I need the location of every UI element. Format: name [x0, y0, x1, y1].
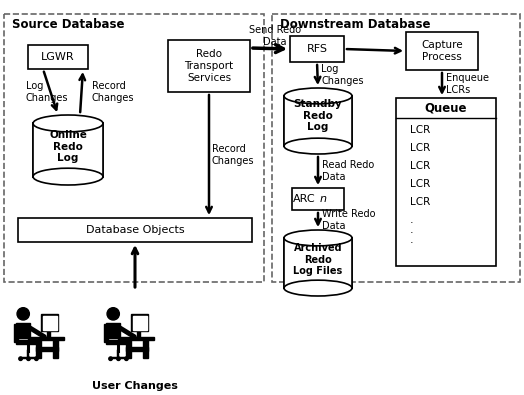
- Circle shape: [117, 357, 120, 361]
- Bar: [284, 96, 352, 146]
- Bar: [33, 123, 103, 177]
- Polygon shape: [16, 340, 39, 344]
- Polygon shape: [106, 323, 120, 339]
- Text: Capture
Process: Capture Process: [421, 40, 463, 62]
- Bar: [290, 36, 344, 62]
- Ellipse shape: [284, 280, 352, 296]
- Text: Online
Redo
Log: Online Redo Log: [49, 130, 87, 163]
- Polygon shape: [137, 330, 140, 337]
- Circle shape: [19, 357, 23, 361]
- Circle shape: [125, 357, 128, 361]
- Bar: [33, 123, 103, 177]
- Text: Send Redo
Data: Send Redo Data: [249, 25, 301, 47]
- Text: Record
Changes: Record Changes: [212, 144, 255, 166]
- Polygon shape: [47, 330, 50, 337]
- Text: Queue: Queue: [425, 102, 467, 115]
- Text: ARC: ARC: [293, 194, 316, 204]
- Circle shape: [27, 357, 30, 361]
- Polygon shape: [36, 340, 41, 358]
- Bar: [292, 188, 344, 210]
- Bar: [272, 14, 520, 282]
- Polygon shape: [36, 347, 58, 351]
- Text: Downstream Database: Downstream Database: [280, 17, 431, 30]
- Text: Archived
Redo
Log Files: Archived Redo Log Files: [293, 243, 343, 276]
- Polygon shape: [118, 337, 154, 340]
- Text: LGWR: LGWR: [41, 52, 75, 62]
- Text: Enqueue
LCRs: Enqueue LCRs: [446, 73, 489, 95]
- Text: LCR: LCR: [410, 125, 430, 135]
- Circle shape: [107, 308, 119, 320]
- Text: .: .: [410, 225, 413, 235]
- Bar: [284, 238, 352, 288]
- Text: LCR: LCR: [410, 161, 430, 171]
- Polygon shape: [53, 340, 58, 358]
- Polygon shape: [131, 314, 148, 331]
- Text: LCR: LCR: [410, 197, 430, 207]
- Text: Database Objects: Database Objects: [86, 225, 184, 235]
- Polygon shape: [133, 316, 147, 330]
- Text: .: .: [410, 235, 413, 245]
- Text: Log
Changes: Log Changes: [321, 64, 364, 86]
- Text: .: .: [410, 215, 413, 225]
- Ellipse shape: [284, 138, 352, 154]
- Bar: [18, 218, 252, 242]
- Text: Source Database: Source Database: [12, 17, 125, 30]
- Polygon shape: [126, 347, 148, 351]
- Text: Redo
Transport
Services: Redo Transport Services: [184, 49, 234, 83]
- Polygon shape: [126, 340, 131, 358]
- Ellipse shape: [33, 168, 103, 185]
- Text: Write Redo
Data: Write Redo Data: [322, 209, 376, 231]
- Polygon shape: [28, 337, 64, 340]
- Text: LCR: LCR: [410, 143, 430, 153]
- Bar: [168, 40, 250, 92]
- Polygon shape: [14, 324, 18, 342]
- Polygon shape: [16, 323, 30, 339]
- Text: Log
Changes: Log Changes: [26, 81, 69, 103]
- Ellipse shape: [284, 230, 352, 246]
- Polygon shape: [143, 340, 148, 358]
- Bar: [284, 96, 352, 146]
- Polygon shape: [41, 314, 58, 331]
- Ellipse shape: [284, 88, 352, 104]
- Polygon shape: [106, 340, 129, 344]
- Bar: [396, 98, 496, 266]
- Text: LCR: LCR: [410, 179, 430, 189]
- Polygon shape: [42, 316, 57, 330]
- Text: RFS: RFS: [307, 44, 328, 54]
- Bar: [284, 238, 352, 288]
- Bar: [4, 14, 264, 282]
- Polygon shape: [104, 324, 108, 342]
- Bar: [28, 45, 88, 69]
- Text: Standby
Redo
Log: Standby Redo Log: [293, 99, 342, 132]
- Text: Read Redo
Data: Read Redo Data: [322, 160, 374, 182]
- Circle shape: [109, 357, 112, 361]
- Circle shape: [17, 308, 29, 320]
- Text: Record
Changes: Record Changes: [92, 81, 135, 103]
- Bar: [406, 32, 478, 70]
- Circle shape: [35, 357, 38, 361]
- Text: User Changes: User Changes: [92, 381, 178, 391]
- Text: n: n: [320, 194, 327, 204]
- Ellipse shape: [33, 115, 103, 132]
